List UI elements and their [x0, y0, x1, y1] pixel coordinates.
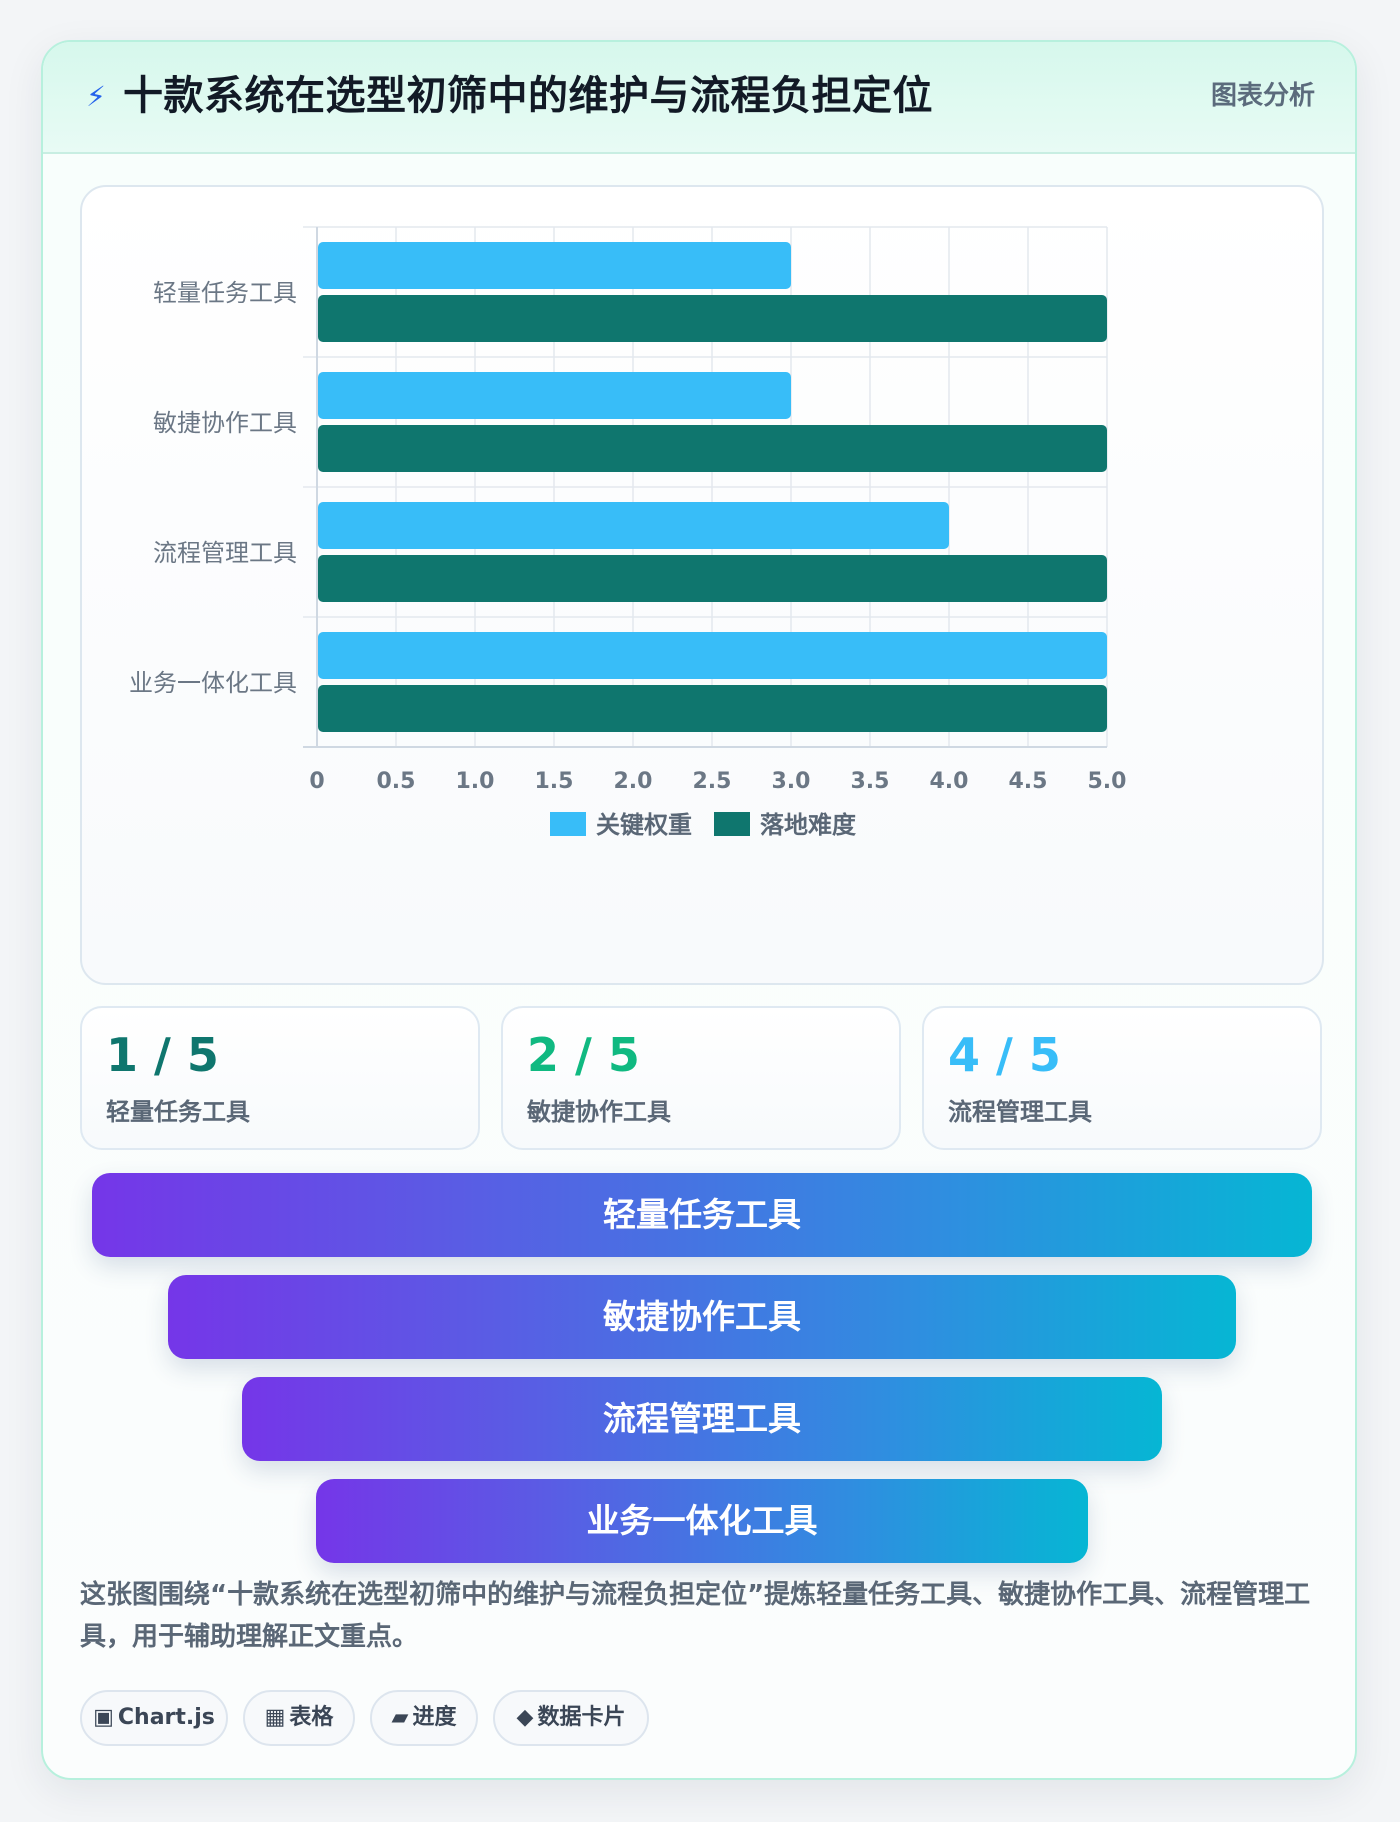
- chip-progress[interactable]: ▰ 进度: [370, 1690, 478, 1746]
- x-tick-label: 5.0: [1088, 769, 1127, 794]
- chip-label: 数据卡片: [537, 1705, 626, 1730]
- description: 这张图围绕“十款系统在选型初筛中的维护与流程负担定位”提炼轻量任务工具、敏捷协作…: [80, 1580, 1311, 1652]
- x-tick-label: 2.0: [614, 769, 653, 794]
- x-tick-label: 0.5: [377, 769, 416, 794]
- x-tick-label: 2.5: [693, 769, 732, 794]
- bar-difficulty: [318, 295, 1107, 342]
- bar-key-weight: [318, 502, 949, 549]
- stat-card-2: 2 / 5 敏捷协作工具: [501, 1006, 901, 1150]
- x-tick-label: 3.0: [772, 769, 811, 794]
- funnel-stage-3: 流程管理工具: [242, 1377, 1162, 1461]
- stat-value: 1 / 5: [106, 1028, 219, 1082]
- legend-swatch: [714, 812, 750, 836]
- x-tick-label: 4.0: [930, 769, 969, 794]
- stat-label: 流程管理工具: [948, 1098, 1092, 1126]
- legend-label: 关键权重: [596, 811, 692, 839]
- main-card: ⚡ 十款系统在选型初筛中的维护与流程负担定位 图表分析 0 0.5 1.0 1.5 2.…: [41, 40, 1357, 1780]
- bar-difficulty: [318, 685, 1107, 732]
- funnel-stage-1: 轻量任务工具: [92, 1173, 1312, 1257]
- bar-key-weight: [318, 632, 1107, 679]
- table-icon: ▦: [264, 1705, 286, 1730]
- bar-chart: 0 0.5 1.0 1.5 2.0 2.5 3.0 3.5 4.0 4.5 5.0 轻量任务工具敏捷协…: [129, 226, 1127, 839]
- chip-label: 进度: [412, 1705, 457, 1730]
- chip-data-card[interactable]: ◆ 数据卡片: [493, 1690, 649, 1746]
- y-tick-label: 业务一体化工具: [129, 669, 297, 697]
- legend-swatch: [550, 812, 586, 836]
- stat-value: 4 / 5: [948, 1028, 1061, 1082]
- funnel-stage-2: 敏捷协作工具: [168, 1275, 1236, 1359]
- stat-label: 敏捷协作工具: [527, 1098, 671, 1126]
- card-header: ⚡ 十款系统在选型初筛中的维护与流程负担定位 图表分析: [43, 42, 1355, 154]
- bar-difficulty: [318, 555, 1107, 602]
- page-title: 十款系统在选型初筛中的维护与流程负担定位: [123, 73, 933, 119]
- funnel-stage-4: 业务一体化工具: [316, 1479, 1088, 1563]
- y-tick-label: 轻量任务工具: [153, 279, 297, 307]
- chart-panel: 0 0.5 1.0 1.5 2.0 2.5 3.0 3.5 4.0 4.5 5.0 轻量任务工具 敏捷协…: [80, 185, 1324, 985]
- y-tick-label: 敏捷协作工具: [153, 409, 297, 437]
- stat-card-3: 4 / 5 流程管理工具: [922, 1006, 1322, 1150]
- legend-label: 落地难度: [760, 811, 857, 839]
- stat-label: 轻量任务工具: [106, 1098, 250, 1126]
- header-tag: 图表分析: [1210, 81, 1315, 111]
- lightning-icon: ⚡: [86, 80, 106, 113]
- bar-key-weight: [318, 242, 791, 289]
- chip-chartjs[interactable]: ▣ Chart.js: [80, 1690, 228, 1746]
- x-tick-label: 4.5: [1009, 769, 1048, 794]
- x-tick-label: 0: [309, 769, 324, 794]
- chart-icon: ▣: [93, 1705, 114, 1730]
- progress-icon: ▰: [391, 1705, 409, 1730]
- stat-card-1: 1 / 5 轻量任务工具: [80, 1006, 480, 1150]
- chip-label: Chart.js: [117, 1705, 215, 1730]
- stat-value: 2 / 5: [527, 1028, 640, 1082]
- bar-key-weight: [318, 372, 791, 419]
- chip-table[interactable]: ▦ 表格: [243, 1690, 355, 1746]
- x-tick-label: 3.5: [851, 769, 890, 794]
- y-tick-label: 流程管理工具: [153, 539, 297, 567]
- x-tick-label: 1.5: [535, 769, 574, 794]
- bar-difficulty: [318, 425, 1107, 472]
- x-tick-label: 1.0: [456, 769, 495, 794]
- diamond-icon: ◆: [516, 1705, 534, 1730]
- chip-label: 表格: [289, 1705, 334, 1730]
